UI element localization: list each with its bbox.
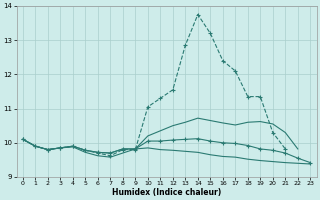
X-axis label: Humidex (Indice chaleur): Humidex (Indice chaleur): [112, 188, 221, 197]
